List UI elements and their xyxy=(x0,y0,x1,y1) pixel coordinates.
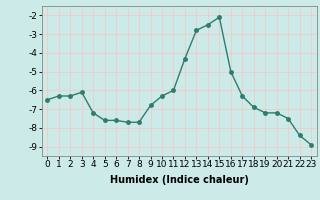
X-axis label: Humidex (Indice chaleur): Humidex (Indice chaleur) xyxy=(110,175,249,185)
